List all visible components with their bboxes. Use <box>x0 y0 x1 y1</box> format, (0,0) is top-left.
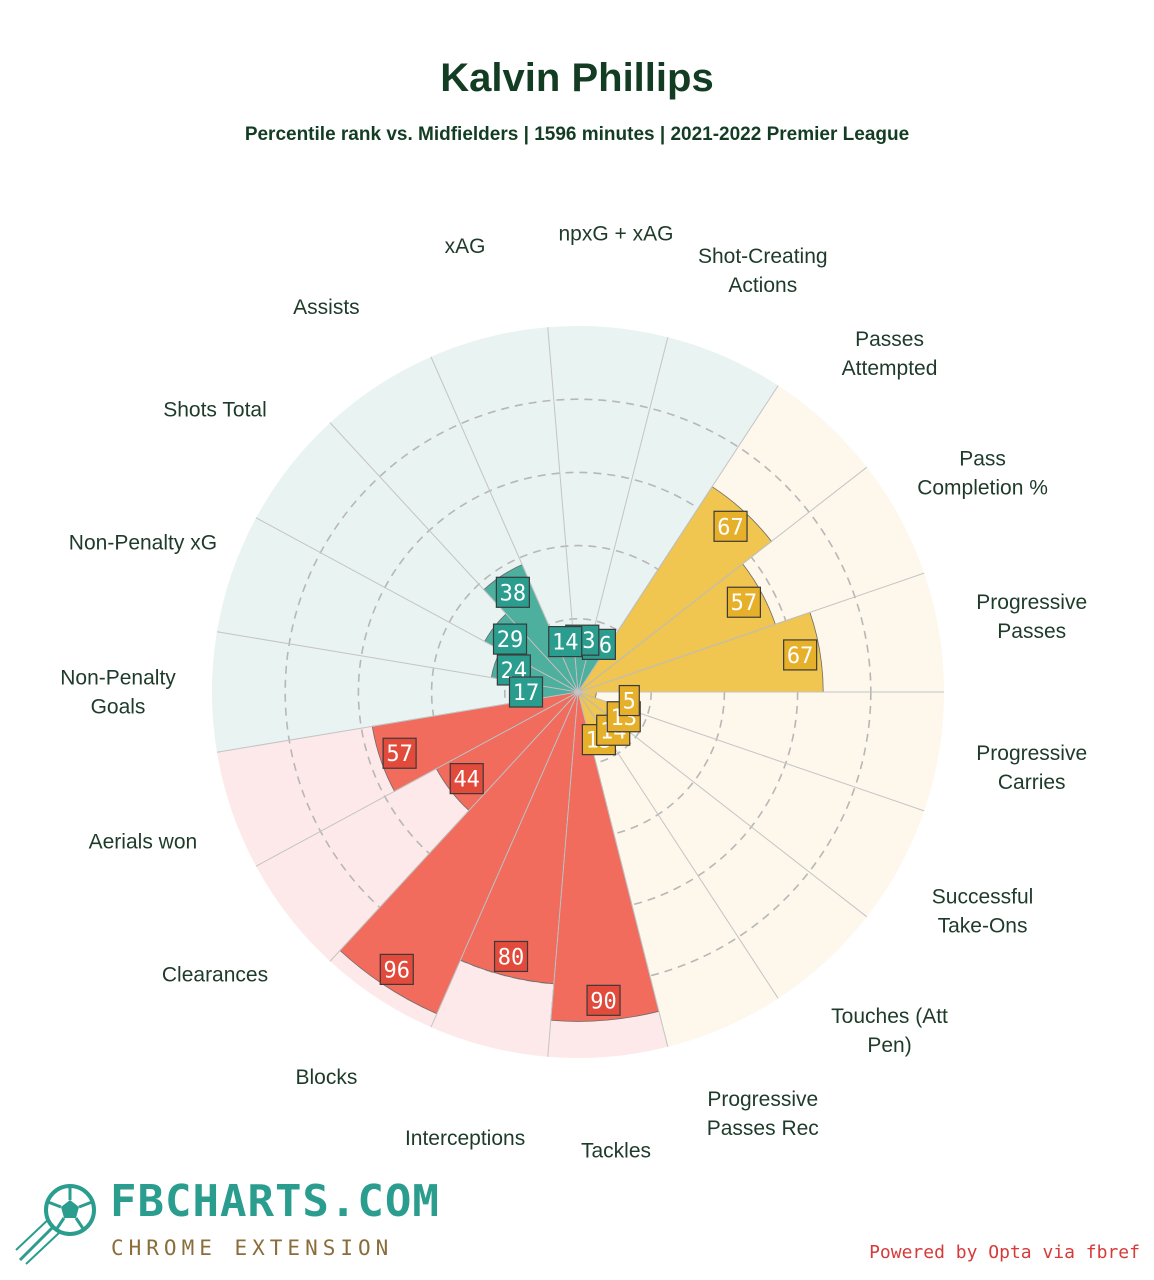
spoke <box>329 691 579 962</box>
value-label-box <box>379 953 414 986</box>
category-label: Passes Attempted <box>842 328 938 380</box>
background-sector <box>216 517 579 692</box>
category-label: Aerials won <box>89 830 198 853</box>
value-label-box <box>586 984 621 1016</box>
value-label-text: 38 <box>500 581 527 606</box>
value-label-text: 5 <box>623 690 636 715</box>
value-label-text: 67 <box>717 515 744 540</box>
value-label-box <box>508 676 544 708</box>
value-label: 67 <box>783 639 818 671</box>
category-label: xAG <box>445 235 486 258</box>
value-label: 38 <box>495 576 530 608</box>
value-label-box <box>495 576 530 608</box>
value-label-box <box>382 737 417 769</box>
brand-logo: FBCHARTS.COM CHROME EXTENSION <box>14 1176 439 1268</box>
value-label-box <box>726 586 761 618</box>
value-label: 17 <box>508 676 544 708</box>
category-label: Shot-Creating Actions <box>698 245 828 297</box>
soccer-ball-icon <box>15 1184 96 1265</box>
value-label-box <box>548 625 583 658</box>
chart-subtitle: Percentile rank vs. Midfielders | 1596 m… <box>244 124 910 145</box>
value-label-text: 96 <box>384 958 411 983</box>
value-label: 57 <box>382 737 417 769</box>
spoke <box>577 572 925 693</box>
category-label: Tackles <box>581 1139 651 1162</box>
background-sector <box>578 692 779 1047</box>
value-label-box <box>493 940 529 973</box>
value-label-box <box>618 684 640 717</box>
value-label-text: 57 <box>731 591 758 616</box>
category-label: Blocks <box>295 1066 357 1089</box>
value-label: 14 <box>548 625 583 658</box>
value-label: 29 <box>492 623 528 655</box>
background-sector <box>578 692 944 811</box>
category-label: Progressive Passes Rec <box>707 1088 819 1140</box>
value-label-text: 90 <box>590 989 617 1014</box>
value-label: 57 <box>726 586 761 618</box>
value-label-text: 14 <box>552 631 579 656</box>
background-sector <box>211 631 578 753</box>
category-label: npxG + xAG <box>559 223 674 246</box>
background-sector <box>430 327 578 692</box>
powered-by-text: Powered by Opta via fbref <box>869 1242 1140 1263</box>
spoke <box>547 691 579 1057</box>
spoke <box>329 422 579 693</box>
bars <box>339 486 824 1022</box>
category-label: Touches (Att Pen) <box>831 1005 948 1057</box>
value-label: 44 <box>449 763 484 795</box>
category-label: Progressive Carries <box>976 742 1087 794</box>
brand-name: FBCHARTS.COM <box>110 1176 440 1227</box>
background-sector <box>578 337 779 692</box>
value-label: 80 <box>493 940 529 973</box>
background-sector <box>578 692 867 999</box>
value-label-text: 57 <box>386 742 413 767</box>
value-label-box <box>492 623 528 655</box>
value-label-box <box>783 639 818 671</box>
value-label-text: 44 <box>453 768 480 793</box>
chart-title: Kalvin Phillips <box>440 56 714 100</box>
category-label: Successful Take-Ons <box>932 885 1034 937</box>
value-label-text: 67 <box>787 644 814 669</box>
value-label: 67 <box>713 510 748 542</box>
background-sector <box>547 326 668 692</box>
value-label: 5 <box>618 684 640 717</box>
value-label: 96 <box>379 953 414 986</box>
category-label: Non-Penalty xG <box>69 532 217 555</box>
category-label: Shots Total <box>163 398 267 421</box>
background-sector <box>578 692 925 917</box>
spoke <box>430 691 579 1028</box>
value-label-box <box>449 763 484 795</box>
category-label: Assists <box>293 296 360 319</box>
value-label-text: 17 <box>513 681 540 706</box>
category-labels: Progressive Passes Pass Completion % Passes A… <box>60 223 1087 1163</box>
category-label: Interceptions <box>405 1127 525 1150</box>
spoke <box>255 691 579 867</box>
category-label: Progressive Passes <box>976 591 1087 643</box>
value-label-box <box>713 510 748 542</box>
value-label-text: 29 <box>497 628 524 653</box>
category-label: Clearances <box>162 964 268 987</box>
spoke <box>577 466 868 693</box>
value-labels: 6757671613143829241757449680901514135 <box>379 510 818 1016</box>
category-label: Non-Penalty Goals <box>60 667 176 719</box>
value-label-text: 80 <box>498 945 525 970</box>
category-label: Pass Completion % <box>917 448 1048 500</box>
value-label: 90 <box>586 984 621 1016</box>
brand-subtitle: CHROME EXTENSION <box>111 1236 394 1260</box>
